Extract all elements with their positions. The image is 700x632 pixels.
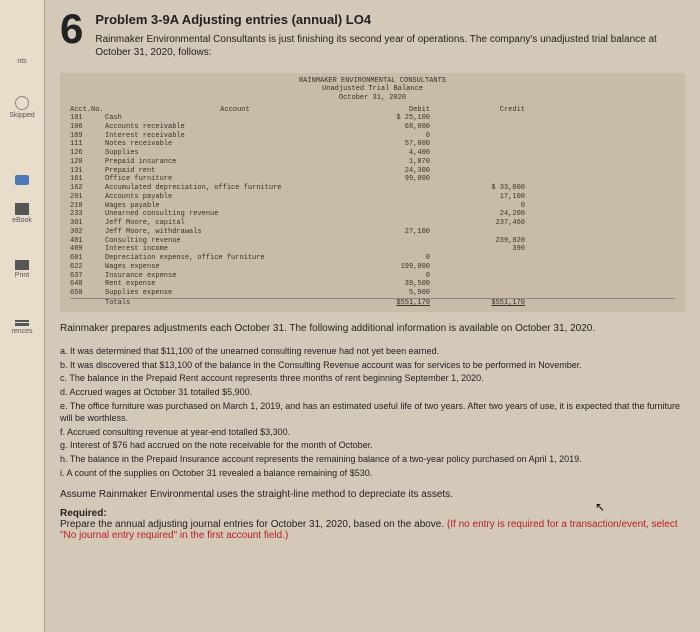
col-acct: Acct.No. — [70, 106, 105, 114]
intro-text: Rainmaker Environmental Consultants is j… — [95, 33, 685, 59]
sidebar-item-ebook[interactable]: eBook — [0, 195, 44, 232]
totals-credit: $551,170 — [445, 299, 525, 308]
required-section: Required: Prepare the annual adjusting j… — [60, 508, 685, 541]
tb-row: 650Supplies expense5,900 — [70, 289, 675, 298]
cursor-icon: ↖ — [595, 500, 605, 514]
tb-row: 233Unearned consulting revenue24,200 — [70, 210, 675, 219]
sidebar: nts Skipped eBook Print rences — [0, 0, 45, 632]
tb-column-headers: Acct.No. Account Debit Credit — [70, 106, 675, 114]
tb-row: 401Consulting revenue239,020 — [70, 237, 675, 246]
narrative-text: Rainmaker prepares adjustments each Octo… — [60, 322, 685, 336]
main-content: 6 Problem 3-9A Adjusting entries (annual… — [45, 0, 700, 549]
tb-row: 409Interest income390 — [70, 245, 675, 254]
col-account: Account — [105, 106, 365, 114]
sidebar-label: rences — [11, 328, 32, 335]
tb-row: 106Accounts receivable68,000 — [70, 123, 675, 132]
tb-row: 161Office furniture99,000 — [70, 175, 675, 184]
sidebar-label: Skipped — [9, 112, 34, 119]
col-credit: Credit — [445, 106, 525, 114]
required-label: Required: — [60, 508, 685, 519]
info-item: g. Interest of $76 had accrued on the no… — [60, 439, 685, 452]
info-item: e. The office furniture was purchased on… — [60, 400, 685, 425]
sidebar-item-skipped[interactable]: Skipped — [0, 88, 44, 127]
assume-text: Assume Rainmaker Environmental uses the … — [60, 489, 685, 500]
tb-row: 601Depreciation expense, office furnitur… — [70, 254, 675, 263]
tb-row: 131Prepaid rent24,300 — [70, 167, 675, 176]
sidebar-label: Print — [15, 272, 29, 279]
info-item: h. The balance in the Prepaid Insurance … — [60, 453, 685, 466]
problem-title: Problem 3-9A Adjusting entries (annual) … — [95, 12, 685, 27]
tb-row: 101Cash$ 25,100 — [70, 114, 675, 123]
tb-date: October 31, 2020 — [70, 94, 675, 102]
book-icon — [15, 203, 29, 215]
tb-row: 301Jeff Moore, capital237,460 — [70, 219, 675, 228]
tb-row: 126Supplies4,400 — [70, 149, 675, 158]
totals-label: Totals — [105, 299, 365, 308]
tb-row: 210Wages payable0 — [70, 202, 675, 211]
trial-balance-table: RAINMAKER ENVIRONMENTAL CONSULTANTS Unad… — [60, 73, 685, 312]
tb-totals-row: Totals $551,170 $551,170 — [70, 298, 675, 308]
info-item: b. It was discovered that $13,100 of the… — [60, 359, 685, 372]
sidebar-item-block[interactable] — [0, 167, 44, 195]
tb-row: 109Interest receivable0 — [70, 132, 675, 141]
info-item: f. Accrued consulting revenue at year-en… — [60, 426, 685, 439]
info-list: a. It was determined that $11,100 of the… — [60, 345, 685, 479]
sidebar-item-references[interactable]: rences — [0, 312, 44, 343]
tb-statement: Unadjusted Trial Balance — [70, 85, 675, 93]
info-item: a. It was determined that $11,100 of the… — [60, 345, 685, 358]
list-icon — [15, 320, 29, 326]
sidebar-item-nts[interactable]: nts — [0, 50, 44, 73]
tb-row: 637Insurance expense0 — [70, 272, 675, 281]
tb-header: RAINMAKER ENVIRONMENTAL CONSULTANTS Unad… — [70, 77, 675, 102]
info-item: d. Accrued wages at October 31 totalled … — [60, 386, 685, 399]
tb-row: 162Accumulated depreciation, office furn… — [70, 184, 675, 193]
tb-row: 622Wages expense199,000 — [70, 263, 675, 272]
sidebar-label: eBook — [12, 217, 32, 224]
sidebar-label: nts — [17, 58, 26, 65]
tb-rows: 101Cash$ 25,100106Accounts receivable68,… — [70, 114, 675, 298]
info-item: c. The balance in the Prepaid Rent accou… — [60, 372, 685, 385]
info-item: i. A count of the supplies on October 31… — [60, 467, 685, 480]
block-icon — [15, 175, 29, 185]
print-icon — [15, 260, 29, 270]
problem-number: 6 — [60, 8, 83, 50]
tb-row: 302Jeff Moore, withdrawals27,100 — [70, 228, 675, 237]
required-text: Prepare the annual adjusting journal ent… — [60, 519, 447, 530]
tb-row: 111Notes receivable57,000 — [70, 140, 675, 149]
problem-header: 6 Problem 3-9A Adjusting entries (annual… — [60, 8, 685, 67]
tb-row: 128Prepaid insurance1,870 — [70, 158, 675, 167]
tb-company: RAINMAKER ENVIRONMENTAL CONSULTANTS — [70, 77, 675, 85]
col-debit: Debit — [365, 106, 445, 114]
sidebar-item-print[interactable]: Print — [0, 252, 44, 287]
tb-row: 201Accounts payable17,100 — [70, 193, 675, 202]
circle-icon — [15, 96, 29, 110]
totals-debit: $551,170 — [365, 299, 445, 308]
tb-row: 640Rent expense39,500 — [70, 280, 675, 289]
